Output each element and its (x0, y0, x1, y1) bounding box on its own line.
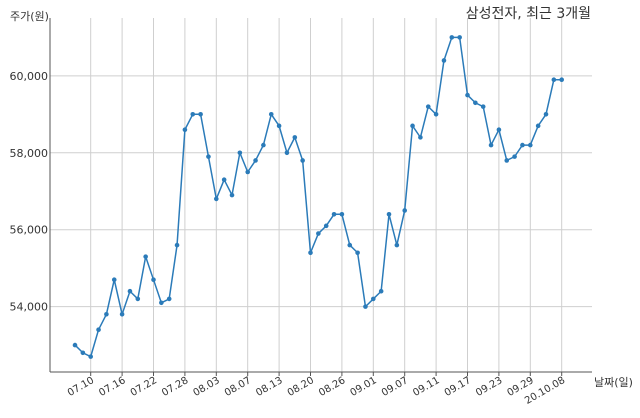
data-point (425, 104, 431, 109)
data-point (441, 58, 447, 63)
data-point (386, 212, 392, 217)
y-tick-label: 60,000 (10, 70, 49, 83)
data-point (355, 250, 360, 256)
data-point (237, 150, 243, 156)
data-point (363, 304, 368, 309)
data-point (300, 158, 305, 163)
data-point (190, 112, 196, 117)
data-point (551, 77, 557, 82)
data-point (339, 212, 345, 217)
x-tick-label: 07.22 (129, 375, 159, 399)
data-point (457, 35, 462, 40)
data-point (268, 112, 274, 117)
x-tick-label: 08.07 (223, 375, 253, 399)
data-point (512, 154, 517, 159)
series-line (74, 36, 562, 358)
data-point (528, 142, 533, 148)
data-point (80, 350, 86, 356)
data-point (104, 312, 109, 317)
data-point (504, 158, 510, 163)
data-point (496, 127, 502, 132)
data-point (465, 92, 470, 98)
data-point (229, 192, 235, 198)
data-point (174, 242, 180, 248)
data-point (402, 208, 408, 213)
data-point (308, 250, 313, 256)
labels: 삼성전자, 최근 3개월 주가(원) 날짜(일) (10, 6, 633, 389)
data-point (96, 327, 101, 332)
data-point (410, 123, 415, 129)
x-tick-label: 09.11 (411, 375, 441, 399)
data-point (143, 254, 148, 259)
x-tick-label: 09.17 (443, 375, 473, 399)
data-point (292, 135, 298, 140)
data-point (111, 277, 117, 282)
data-point (284, 150, 290, 156)
data-point (135, 296, 141, 302)
data-point (166, 296, 172, 302)
chart-title: 삼성전자, 최근 3개월 (466, 6, 591, 22)
data-point (119, 312, 125, 317)
data-point (418, 135, 423, 140)
x-tick-label: 09.23 (474, 375, 504, 399)
x-tick-label: 07.16 (97, 375, 127, 399)
data-point (151, 277, 156, 282)
data-point (182, 127, 188, 132)
data-point (261, 142, 266, 148)
data-point (559, 77, 564, 82)
data-point (276, 123, 282, 129)
data-point (371, 296, 376, 302)
data-point (543, 112, 549, 117)
data-point (206, 154, 211, 159)
data-point (473, 100, 478, 106)
y-axis-label: 주가(원) (10, 10, 49, 23)
data-point (535, 123, 541, 129)
data-point (127, 288, 133, 294)
data-point (347, 242, 353, 248)
y-tick-label: 54,000 (10, 301, 49, 314)
x-tick-label: 08.13 (254, 375, 284, 399)
y-tick-label: 56,000 (10, 224, 49, 237)
data-point (198, 112, 203, 117)
data-point (323, 223, 329, 229)
x-tick-label: 08.26 (317, 375, 347, 399)
data-point (433, 112, 439, 117)
grid (50, 18, 592, 372)
x-tick-label: 07.10 (66, 375, 96, 399)
data-point (488, 142, 494, 148)
data-point (88, 354, 93, 359)
x-tick-label: 07.28 (160, 375, 190, 399)
x-axis-label: 날짜(일) (594, 375, 633, 389)
x-tick-label: 08.03 (191, 375, 221, 399)
data-point (520, 142, 525, 148)
x-tick-label: 09.07 (380, 375, 410, 399)
data-point (331, 212, 337, 217)
data-point (72, 342, 78, 348)
data-point (245, 169, 250, 175)
data-point (449, 35, 455, 40)
data-point (394, 242, 400, 248)
data-point (253, 158, 258, 163)
data-point (480, 104, 486, 109)
x-tick-label: 09.01 (348, 375, 378, 399)
data-point (378, 288, 384, 294)
y-tick-label: 58,000 (10, 147, 49, 160)
data-point (316, 231, 321, 236)
x-tick-label: 08.20 (286, 375, 316, 399)
data-point (221, 177, 227, 182)
series-stock-price (72, 35, 564, 359)
data-point (159, 300, 164, 306)
data-point (214, 196, 219, 202)
